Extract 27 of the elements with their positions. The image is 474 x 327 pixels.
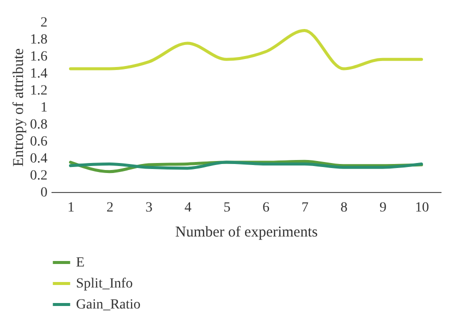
x-tick-label: 10 (415, 200, 429, 216)
x-tick-label: 5 (224, 200, 230, 216)
y-tick-label: 0.2 (30, 168, 48, 184)
x-tick-label: 4 (184, 200, 192, 216)
x-tick-label: 6 (262, 200, 270, 216)
y-tick-label: 1.6 (30, 50, 48, 64)
y-tick-label: 0.4 (30, 152, 48, 166)
y-tick-label: 1.2 (30, 84, 48, 98)
legend-label: E (76, 256, 85, 270)
y-tick-label: 0.6 (30, 134, 48, 150)
y-tick-label: 1 (40, 100, 48, 116)
x-tick-label: 3 (146, 200, 152, 216)
x-tick-label: 7 (302, 200, 308, 216)
x-axis-title: Number of experiments (175, 224, 318, 240)
x-tick-label: 9 (380, 200, 386, 216)
y-tick-label: 2 (40, 16, 48, 30)
y-tick-label: 0.8 (30, 118, 48, 132)
legend-label: Split_Info (76, 276, 133, 292)
line-series (69, 29, 423, 70)
y-axis-title: Entropy of attribute (11, 48, 27, 167)
x-tick-label: 8 (340, 200, 348, 216)
legend-label: Gain_Ratio (76, 298, 141, 312)
y-tick-label: 0 (40, 186, 48, 200)
y-tick-label: 1.4 (30, 66, 48, 82)
y-tick-label: 1.8 (30, 32, 48, 48)
x-tick-label: 1 (68, 200, 74, 216)
x-tick-label: 2 (106, 200, 114, 216)
